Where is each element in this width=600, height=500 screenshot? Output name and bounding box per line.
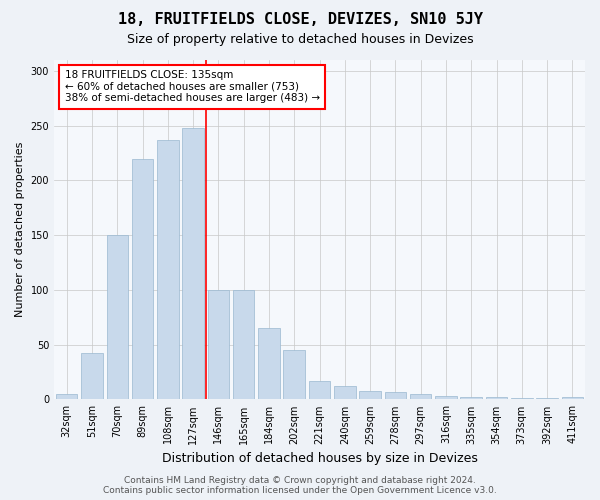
Bar bbox=[56, 394, 77, 400]
Text: 18 FRUITFIELDS CLOSE: 135sqm
← 60% of detached houses are smaller (753)
38% of s: 18 FRUITFIELDS CLOSE: 135sqm ← 60% of de… bbox=[65, 70, 320, 103]
Bar bbox=[536, 398, 558, 400]
Bar bbox=[486, 397, 507, 400]
Bar bbox=[107, 235, 128, 400]
Y-axis label: Number of detached properties: Number of detached properties bbox=[15, 142, 25, 318]
Bar bbox=[334, 386, 356, 400]
Bar bbox=[359, 390, 381, 400]
Text: 18, FRUITFIELDS CLOSE, DEVIZES, SN10 5JY: 18, FRUITFIELDS CLOSE, DEVIZES, SN10 5JY bbox=[118, 12, 482, 28]
Bar bbox=[81, 354, 103, 400]
Bar bbox=[511, 398, 533, 400]
Text: Contains HM Land Registry data © Crown copyright and database right 2024.
Contai: Contains HM Land Registry data © Crown c… bbox=[103, 476, 497, 495]
Bar bbox=[309, 381, 330, 400]
X-axis label: Distribution of detached houses by size in Devizes: Distribution of detached houses by size … bbox=[161, 452, 478, 465]
Bar bbox=[208, 290, 229, 400]
Bar bbox=[385, 392, 406, 400]
Text: Size of property relative to detached houses in Devizes: Size of property relative to detached ho… bbox=[127, 32, 473, 46]
Bar bbox=[157, 140, 179, 400]
Bar bbox=[435, 396, 457, 400]
Bar bbox=[258, 328, 280, 400]
Bar bbox=[233, 290, 254, 400]
Bar bbox=[410, 394, 431, 400]
Bar bbox=[562, 397, 583, 400]
Bar bbox=[283, 350, 305, 400]
Bar bbox=[182, 128, 204, 400]
Bar bbox=[460, 397, 482, 400]
Bar bbox=[132, 158, 153, 400]
